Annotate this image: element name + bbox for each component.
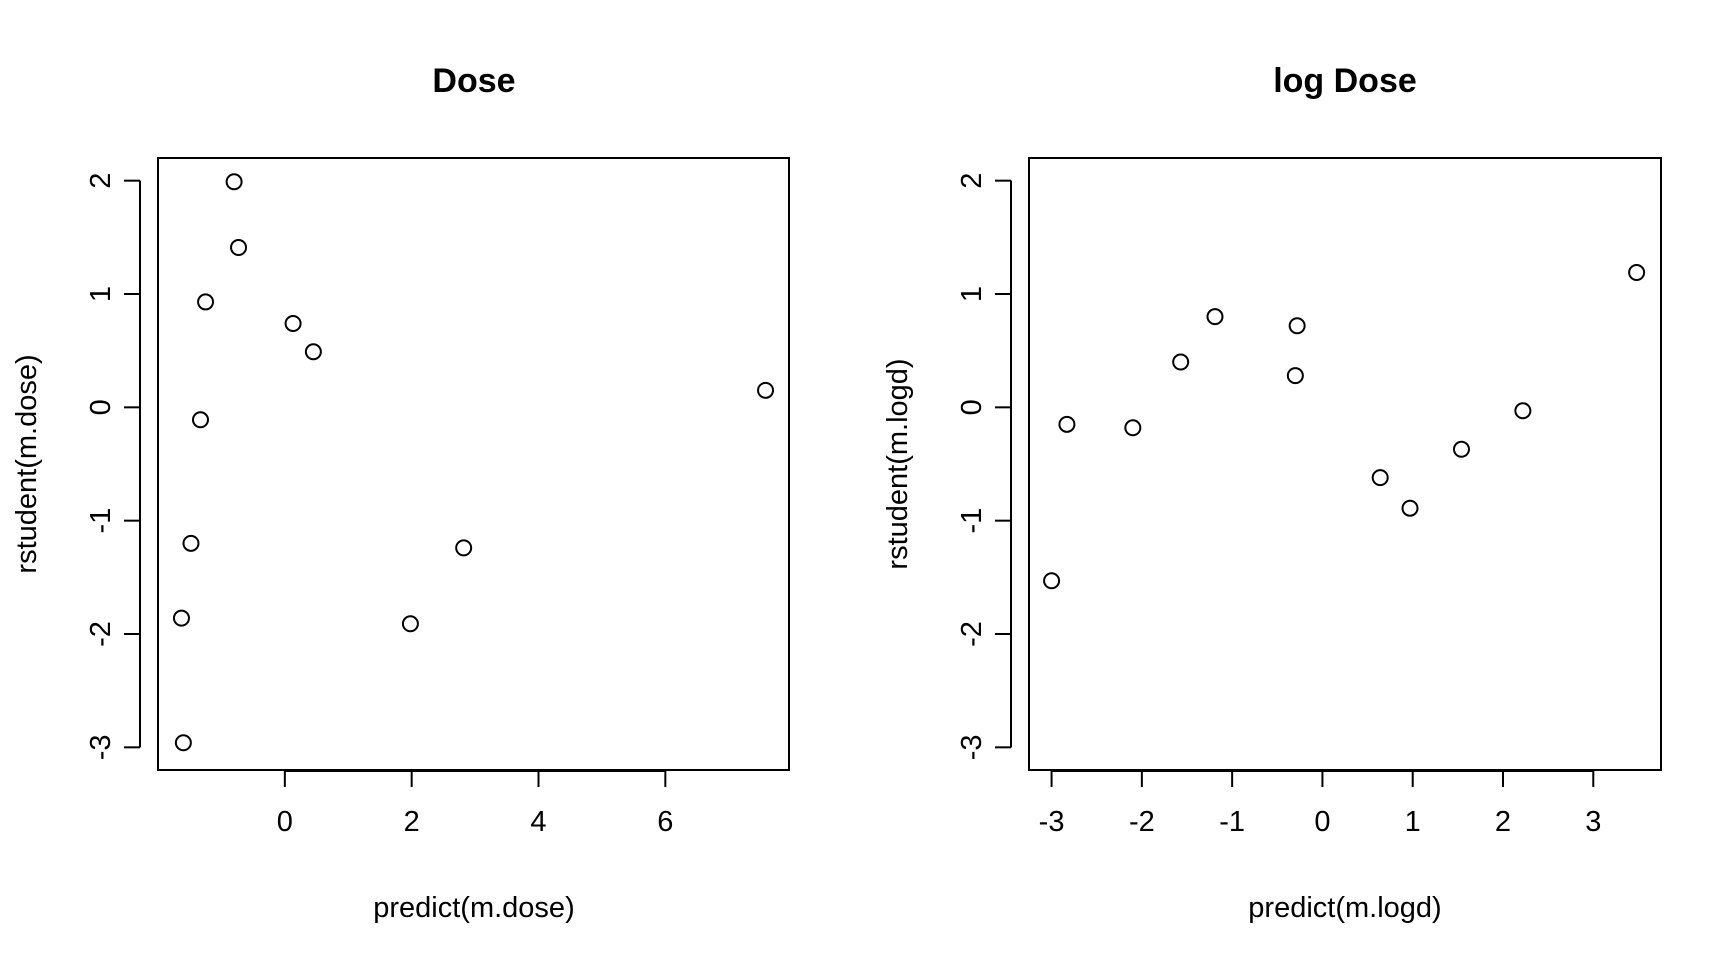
log-dose-x-axis: -3 -2 -1 0 1 2 3 [1039, 770, 1601, 838]
log-dose-y-tick-label: 0 [956, 399, 988, 415]
log-dose-x-axis-label: predict(m.logd) [1248, 892, 1441, 924]
log-dose-y-axis: -3 -2 -1 0 1 2 [956, 173, 1012, 760]
dose-x-axis-label: predict(m.dose) [373, 892, 574, 924]
log-dose-data-point [1058, 415, 1076, 433]
log-dose-x-tick-label: -2 [1129, 806, 1155, 838]
dose-data-point [191, 411, 209, 429]
dose-data-point [304, 343, 322, 361]
log-dose-data-point [1628, 263, 1646, 281]
dose-y-tick-label: 0 [85, 399, 117, 415]
log-dose-x-tick-label: -1 [1219, 806, 1245, 838]
log-dose-data-point [1288, 317, 1306, 335]
log-dose-data-point [1371, 469, 1389, 487]
log-dose-panel: log Dose -3 -2 -1 0 1 2 3 -3 -2 -1 0 1 2 predict(m.… [882, 62, 1662, 924]
dose-data-point [284, 314, 302, 332]
log-dose-data-point [1043, 572, 1061, 590]
dose-data-point [172, 609, 190, 627]
log-dose-data-point [1172, 353, 1190, 371]
log-dose-x-tick-label: 0 [1314, 806, 1330, 838]
dose-y-tick-label: -3 [85, 734, 117, 760]
dose-data-point [182, 534, 200, 552]
dose-data-point [455, 539, 473, 557]
dose-panel: Dose 0 2 4 6 -3 -2 -1 0 1 2 predict(m.dose) rstu… [11, 62, 790, 924]
log-dose-x-tick-label: 3 [1585, 806, 1601, 838]
dose-data-point [197, 293, 215, 311]
dose-data-point [757, 381, 775, 399]
dose-y-tick-label: 2 [85, 173, 117, 189]
dose-data-point [401, 615, 419, 633]
log-dose-data-point [1401, 499, 1419, 517]
dose-y-tick-label: -2 [85, 621, 117, 647]
dose-data-point [225, 173, 243, 191]
dose-title: Dose [432, 62, 515, 100]
log-dose-y-tick-label: -1 [956, 508, 988, 534]
log-dose-data-point [1514, 402, 1532, 420]
dose-x-tick-label: 2 [404, 806, 420, 838]
log-dose-y-tick-label: 2 [956, 173, 988, 189]
dose-y-axis-label: rstudent(m.dose) [11, 354, 43, 573]
dose-y-tick-label: -1 [85, 508, 117, 534]
log-dose-x-tick-label: 2 [1495, 806, 1511, 838]
log-dose-data-point [1206, 308, 1224, 326]
log-dose-y-tick-label: -2 [956, 621, 988, 647]
log-dose-data-point [1452, 440, 1470, 458]
log-dose-x-tick-label: 1 [1405, 806, 1421, 838]
log-dose-x-tick-label: -3 [1039, 806, 1065, 838]
log-dose-data-point [1124, 419, 1142, 437]
log-dose-plot-frame [1028, 157, 1662, 771]
dose-x-axis: 0 2 4 6 [277, 770, 673, 838]
dose-y-tick-label: 1 [85, 286, 117, 302]
log-dose-y-axis-label: rstudent(m.logd) [882, 358, 914, 569]
dose-points [172, 173, 775, 752]
log-dose-points [1043, 263, 1646, 590]
dose-plot-frame [157, 157, 790, 771]
log-dose-y-tick-label: -3 [956, 734, 988, 760]
log-dose-title: log Dose [1273, 62, 1417, 100]
dose-x-tick-label: 0 [277, 806, 293, 838]
dose-x-tick-label: 6 [657, 806, 673, 838]
dose-y-axis: -3 -2 -1 0 1 2 [85, 173, 141, 760]
dose-data-point [230, 239, 248, 257]
log-dose-y-tick-label: 1 [956, 286, 988, 302]
dose-data-point [174, 734, 192, 752]
dose-x-tick-label: 4 [530, 806, 546, 838]
log-dose-data-point [1286, 367, 1304, 385]
